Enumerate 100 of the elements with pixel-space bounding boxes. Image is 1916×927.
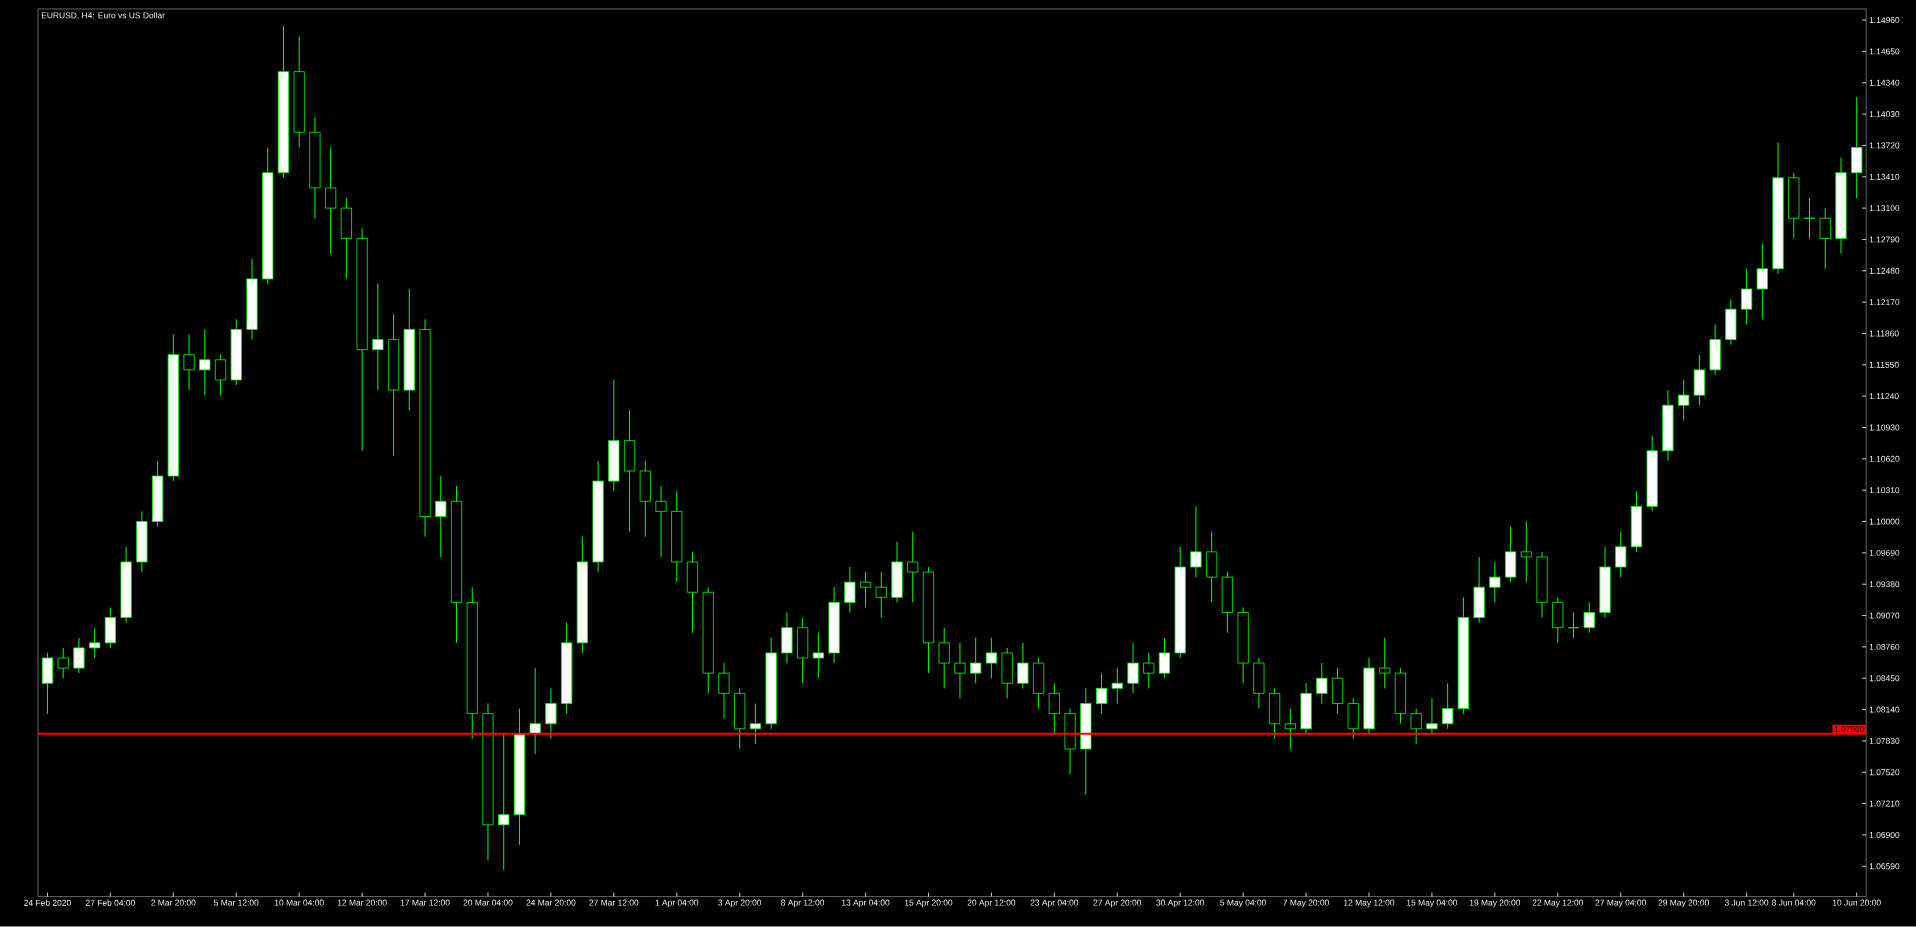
candlestick (1489, 561, 1501, 604)
candlestick (183, 334, 195, 391)
ref-line-label: 1.07900 (1834, 726, 1865, 733)
y-tick-label: 1.10000 (1869, 518, 1900, 525)
candlestick (1095, 672, 1108, 715)
candlestick (1190, 506, 1202, 578)
y-tick-label: 1.13410 (1869, 174, 1900, 180)
candlestick (938, 627, 950, 690)
y-tick-label: 1.08140 (1869, 706, 1900, 713)
candlestick (655, 485, 667, 558)
candlestick (970, 637, 982, 685)
x-tick-label: 27 Mar 12:00 (589, 899, 639, 906)
candlestick (325, 147, 337, 255)
y-tick-label: 1.09380 (1869, 581, 1900, 588)
x-tick-label: 27 Apr 20:00 (1093, 899, 1142, 908)
x-tick-label: 13 Apr 04:00 (842, 899, 890, 908)
candlestick (718, 662, 730, 720)
x-tick-label: 3 Jun 12:00 (1724, 899, 1769, 906)
candlestick (1567, 612, 1580, 639)
x-tick-label: 24 Feb 2020 (24, 899, 71, 907)
y-tick-label: 1.12170 (1869, 299, 1900, 306)
y-tick-label: 1.09690 (1869, 550, 1900, 557)
y-tick-label: 1.10620 (1869, 456, 1900, 463)
candlestick (1442, 683, 1454, 730)
candlestick (1426, 698, 1438, 735)
x-tick-label: 15 Apr 20:00 (904, 899, 953, 908)
chart-title: EURUSD, H4: Euro vs US Dollar (41, 12, 165, 20)
x-tick-label: 19 May 20:00 (1469, 899, 1521, 908)
candlestick (1756, 243, 1768, 321)
y-tick-label: 1.07830 (1869, 738, 1900, 745)
candlestick (1583, 602, 1595, 634)
x-tick-label: 17 Mar 12:00 (400, 899, 450, 906)
y-tick-label: 1.14960 (1869, 17, 1900, 24)
candlestick (1158, 637, 1171, 679)
candlestick (1678, 379, 1690, 422)
x-tick-label: 8 Apr 12:00 (781, 899, 825, 908)
y-tick-label: 1.14650 (1869, 48, 1900, 55)
candlestick (859, 571, 872, 609)
x-tick-label: 29 May 20:00 (1658, 899, 1709, 908)
y-tick-label: 1.10310 (1869, 487, 1900, 494)
y-tick-label: 1.11860 (1869, 330, 1899, 337)
candlestick (1316, 662, 1328, 705)
y-tick-label: 1.13720 (1869, 142, 1900, 149)
candlestick (529, 667, 541, 755)
y-tick-label: 1.14030 (1869, 111, 1900, 118)
candlestick (1048, 683, 1060, 735)
y-tick-label: 1.09070 (1869, 612, 1900, 619)
x-tick-label: 1 Apr 04:00 (655, 899, 699, 908)
candlestick (498, 733, 510, 872)
candlestick (545, 688, 557, 740)
y-tick-label: 1.13100 (1869, 205, 1900, 212)
y-tick-label: 1.11240 (1869, 393, 1899, 400)
y-tick-label: 1.14340 (1869, 80, 1900, 86)
candlestick (1520, 521, 1532, 583)
candlestick (435, 475, 447, 558)
candlestick (1143, 652, 1155, 690)
y-tick-label: 1.12480 (1869, 268, 1900, 275)
candlestick (985, 637, 998, 679)
x-tick-label: 15 May 04:00 (1406, 899, 1458, 908)
x-tick-label: 8 Jun 04:00 (1772, 899, 1816, 906)
y-tick-label: 1.11550 (1869, 362, 1899, 369)
x-tick-label: 12 Mar 20:00 (337, 899, 387, 906)
y-tick-label: 1.06900 (1869, 832, 1900, 839)
candlestick (1284, 708, 1296, 750)
x-tick-label: 22 May 12:00 (1532, 899, 1584, 908)
candlestick (1017, 642, 1029, 690)
x-tick-label: 5 May 04:00 (1220, 899, 1267, 908)
candlestick (372, 283, 384, 391)
y-tick-label: 1.07520 (1869, 769, 1900, 776)
x-tick-label: 12 May 12:00 (1344, 899, 1395, 908)
candlestick (812, 632, 824, 679)
x-tick-label: 3 Apr 20:00 (718, 899, 762, 908)
candlestick (1740, 268, 1753, 326)
candlestick (954, 642, 966, 700)
candlestick (907, 531, 919, 604)
x-tick-label: 10 Jun 20:00 (1832, 899, 1881, 906)
candlestick (214, 354, 227, 396)
x-tick-label: 5 Mar 12:00 (214, 899, 259, 906)
candlestick (1127, 642, 1139, 695)
candlestick (89, 627, 101, 659)
x-tick-label: 20 Mar 04:00 (463, 899, 513, 906)
candlestick (57, 647, 69, 679)
x-tick-label: 10 Mar 04:00 (274, 899, 324, 906)
y-tick-label: 1.08760 (1869, 644, 1900, 651)
x-tick-label: 2 Mar 20:00 (151, 899, 196, 906)
y-tick-label: 1.10930 (1869, 424, 1900, 431)
x-tick-label: 27 May 04:00 (1595, 899, 1646, 908)
candlestick (1410, 708, 1422, 745)
candlestick (1615, 531, 1627, 578)
candlestick (844, 566, 856, 614)
candlestick (1111, 667, 1123, 705)
candlestick (1803, 197, 1816, 240)
x-tick-label: 7 May 20:00 (1283, 899, 1329, 908)
y-tick-label: 1.12790 (1869, 236, 1900, 243)
x-tick-label: 20 Apr 12:00 (967, 899, 1016, 908)
x-tick-label: 27 Feb 04:00 (85, 899, 135, 907)
x-tick-label: 23 Apr 04:00 (1030, 899, 1079, 908)
x-tick-label: 24 Mar 20:00 (526, 899, 576, 906)
candlestick (199, 329, 211, 396)
candlestick (875, 571, 887, 619)
